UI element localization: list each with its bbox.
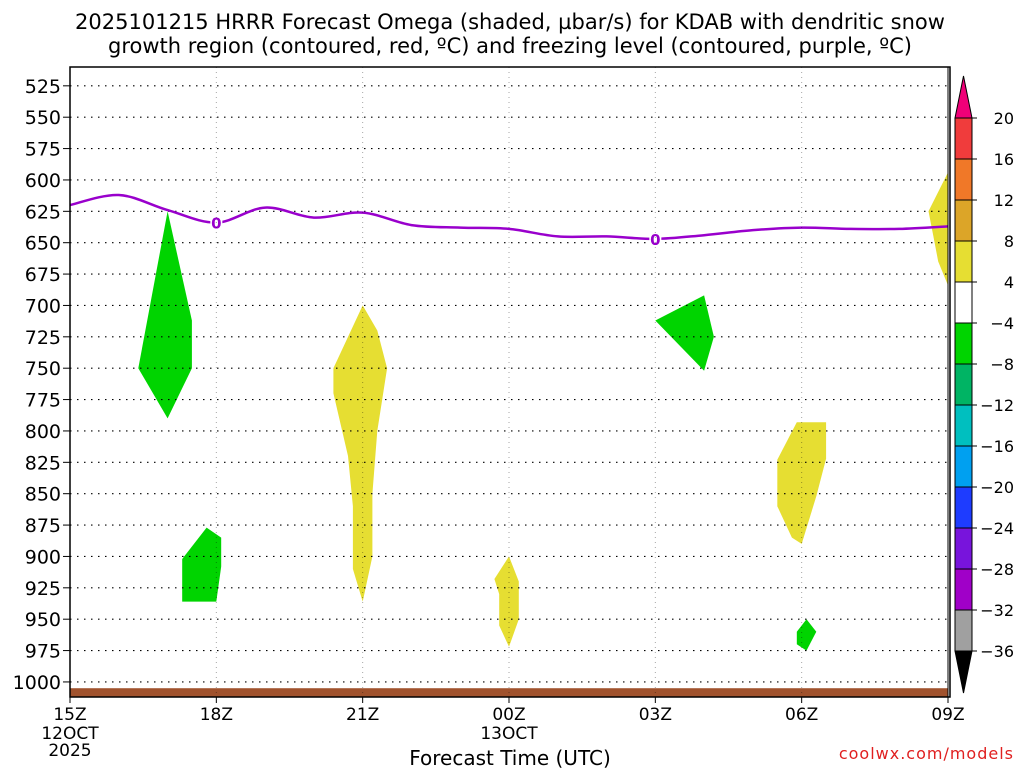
colorbar-bottom-arrow — [954, 650, 973, 694]
colorbar-label-13: −36 — [980, 642, 1014, 661]
colorbar-label-2: 12 — [994, 191, 1014, 210]
omega-region-yellow-downward-d — [928, 172, 948, 286]
colorbar-box-9 — [954, 445, 973, 488]
y-tick-label-875: 875 — [25, 515, 61, 537]
x-tick-label-2: 21Z — [346, 705, 379, 725]
y-tick-label-575: 575 — [25, 139, 61, 161]
colorbar-box-7 — [954, 363, 973, 406]
y-tick-label-675: 675 — [25, 264, 61, 286]
colorbar-box-13 — [954, 609, 973, 652]
colorbar-label-12: −32 — [980, 601, 1014, 620]
colorbar-label-7: −12 — [980, 396, 1014, 415]
omega-shading — [138, 172, 948, 651]
y-tick-label-725: 725 — [25, 327, 61, 349]
omega-region-green-upward-d — [796, 619, 817, 651]
credit-text: coolwx.com/models — [839, 744, 1014, 763]
omega-region-green-upward-c — [655, 295, 714, 371]
chart-title-line1: 2025101215 HRRR Forecast Omega (shaded, … — [75, 10, 945, 34]
omega-region-green-upward-b — [182, 527, 222, 602]
colorbar-box-5 — [954, 281, 973, 324]
colorbar-label-6: −8 — [990, 355, 1014, 374]
colorbar-box-12 — [954, 568, 973, 611]
y-tick-label-825: 825 — [25, 452, 61, 474]
freezing-label-bg-0 — [210, 213, 223, 231]
y-tick-label-950: 950 — [25, 609, 61, 631]
y-tick-label-600: 600 — [25, 170, 61, 192]
omega-region-yellow-downward-b — [494, 556, 519, 647]
colorbar-box-2 — [954, 158, 973, 201]
colorbar-label-0: 20 — [994, 109, 1014, 128]
y-tick-label-1000: 1000 — [13, 672, 61, 694]
x-axis-label: Forecast Time (UTC) — [409, 746, 611, 768]
colorbar-label-4: 4 — [1004, 273, 1014, 292]
omega-region-yellow-downward-a — [333, 305, 388, 602]
x-year-label-0: 2025 — [48, 741, 91, 761]
x-tick-label-0: 15Z — [53, 705, 86, 725]
y-tick-label-650: 650 — [25, 233, 61, 255]
x-date-label-0: 12OCT — [41, 724, 99, 744]
freezing-label-1: 0 — [650, 231, 660, 249]
freezing-label-0: 0 — [211, 215, 221, 233]
colorbar-box-10 — [954, 486, 973, 529]
colorbar-label-11: −28 — [980, 560, 1014, 579]
colorbar-label-10: −24 — [980, 519, 1014, 538]
colorbar-label-1: 16 — [994, 150, 1014, 169]
ground-layer — [70, 688, 948, 697]
x-tick-label-5: 06Z — [785, 705, 818, 725]
colorbar-top-arrow — [954, 75, 973, 119]
y-tick-label-975: 975 — [25, 641, 61, 663]
y-tick-label-550: 550 — [25, 107, 61, 129]
omega-colorbar: 20 16 12 8 4 −4 −8 −12 −16 −20 −24 −28 −32 −36 — [954, 75, 1014, 694]
y-tick-label-800: 800 — [25, 421, 61, 443]
y-tick-label-750: 750 — [25, 358, 61, 380]
omega-region-green-upward-a — [138, 211, 192, 419]
x-tick-label-4: 03Z — [639, 705, 672, 725]
x-tick-label-6: 09Z — [931, 705, 964, 725]
colorbar-label-3: 8 — [1004, 232, 1014, 251]
y-tick-label-625: 625 — [25, 201, 61, 223]
x-tick-label-1: 18Z — [200, 705, 233, 725]
y-tick-label-525: 525 — [25, 76, 61, 98]
colorbar-label-9: −20 — [980, 478, 1014, 497]
colorbar-box-11 — [954, 527, 973, 570]
plot-frame — [69, 66, 951, 698]
y-tick-label-925: 925 — [25, 578, 61, 600]
freezing-level-contour: 00 — [69, 193, 949, 249]
ground-strip — [70, 688, 948, 697]
y-tick-label-775: 775 — [25, 390, 61, 412]
x-tick-label-3: 00Z — [492, 705, 525, 725]
colorbar-box-3 — [954, 199, 973, 242]
omega-region-yellow-downward-c — [777, 422, 827, 544]
colorbar-box-8 — [954, 404, 973, 447]
y-tick-label-900: 900 — [25, 546, 61, 568]
colorbar-box-6 — [954, 322, 973, 365]
y-tick-label-700: 700 — [25, 295, 61, 317]
chart-title-line2: growth region (contoured, red, ºC) and f… — [108, 34, 912, 58]
colorbar-box-4 — [954, 240, 973, 283]
colorbar-label-8: −16 — [980, 437, 1014, 456]
pressure-axis: 525 550 575 600 625 650 675 700 725 750 775 800 825 8… — [13, 76, 70, 694]
colorbar-label-5: −4 — [990, 314, 1014, 333]
colorbar-box-1 — [954, 117, 973, 160]
freezing-label-bg-1 — [649, 229, 662, 247]
y-tick-label-850: 850 — [25, 484, 61, 506]
x-date-label-3: 13OCT — [480, 724, 538, 744]
